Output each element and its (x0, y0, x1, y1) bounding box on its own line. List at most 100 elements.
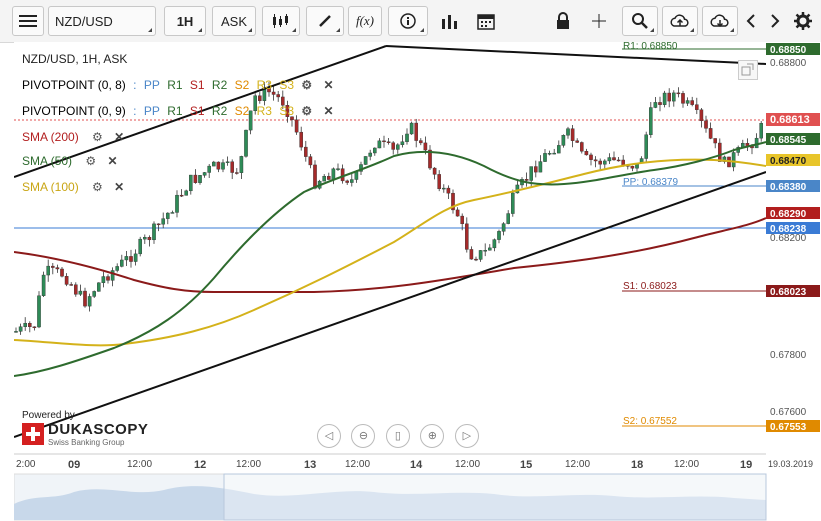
reset-view-button[interactable]: ▯ (385, 424, 410, 448)
crosshair-button[interactable] (584, 6, 614, 36)
zoom-in-button[interactable]: ⊕ (420, 424, 445, 448)
candle-body (327, 176, 331, 180)
sma100-badge (766, 154, 820, 166)
bars-button[interactable] (434, 6, 466, 36)
candle-body (667, 92, 671, 102)
candle-body (41, 274, 46, 296)
candle-body (373, 147, 377, 154)
blue-level-badge (766, 222, 820, 234)
candle-body (101, 276, 106, 284)
time-tick: 12:00 (674, 459, 699, 470)
info-button[interactable] (388, 6, 428, 36)
candle-body (713, 138, 717, 144)
candle-body (368, 152, 373, 157)
candle-body (506, 213, 511, 224)
close-icon[interactable]: ✕ (114, 180, 125, 194)
time-tick: 12 (194, 459, 206, 471)
price-tick: 0.67600 (770, 407, 807, 418)
gear-icon[interactable]: ⚙ (85, 154, 97, 168)
candle-body (211, 161, 216, 167)
time-tick: 12:00 (345, 459, 370, 470)
zoom-out-button[interactable]: ⊖ (351, 424, 376, 448)
sma100-badge-text: 0.68470 (770, 156, 807, 167)
time-tick-date: 19.03.2019 (768, 459, 813, 469)
candle-body (570, 128, 575, 141)
pp-level-label: PP: 0.68379 (623, 177, 678, 188)
candle-body (575, 140, 579, 143)
candle-body (115, 266, 119, 271)
candle-body (18, 326, 23, 332)
sma100-legend: SMA (100) ⚙ ✕ (22, 180, 128, 194)
scroll-left-button[interactable]: ◁ (317, 424, 341, 448)
legend-r1: R1 (167, 104, 183, 118)
scroll-right-button[interactable]: ▷ (454, 424, 479, 448)
candle-body (345, 180, 350, 183)
gear-icon[interactable]: ⚙ (301, 78, 313, 92)
gear-icon[interactable]: ⚙ (301, 104, 313, 118)
candle-body (437, 174, 442, 190)
sma-50-line (14, 141, 767, 377)
candle-body (55, 267, 60, 270)
navigator-window[interactable] (223, 473, 767, 521)
pp-badge (766, 180, 820, 192)
candle-body (322, 176, 327, 182)
expand-icon (741, 63, 754, 76)
r1-badge (766, 43, 820, 55)
triangle-left-icon: ◁ (324, 430, 334, 442)
settings-button[interactable] (790, 6, 816, 36)
menu-button[interactable] (12, 6, 44, 36)
s2-level-label: S2: 0.67552 (623, 416, 677, 427)
candle-body (690, 100, 694, 105)
lock-button[interactable] (548, 6, 578, 36)
r1-level-label: R1: 0.68850 (623, 42, 678, 52)
candle-body (230, 161, 235, 173)
download-button[interactable] (702, 6, 738, 36)
prev-button[interactable] (740, 6, 762, 36)
chart-area[interactable]: R1: 0.68850 PP: 0.68379 S1: 0.68023 S2: … (14, 42, 821, 521)
sma200-legend-label: SMA (200) (22, 130, 79, 144)
close-icon[interactable]: ✕ (323, 78, 334, 92)
candle-body (414, 122, 419, 141)
close-icon[interactable]: ✕ (114, 130, 125, 144)
time-tick: 13 (304, 459, 316, 471)
candle-body (271, 91, 276, 95)
chart-type-button[interactable] (262, 6, 300, 36)
candle-body (442, 187, 446, 190)
zoom-out-icon: ⊖ (358, 430, 369, 442)
chart-nav-controls: ◁ ⊖ ▯ ⊕ ▷ (317, 424, 485, 448)
info-icon (400, 13, 416, 29)
gear-icon[interactable]: ⚙ (92, 130, 103, 144)
candle-body (460, 215, 465, 225)
next-button[interactable] (764, 6, 786, 36)
legend-r2: R2 (211, 104, 228, 118)
candle-body (124, 256, 129, 261)
upload-button[interactable] (662, 6, 698, 36)
close-icon[interactable]: ✕ (323, 104, 334, 118)
indicators-button[interactable]: f(x) (348, 6, 382, 36)
candle-body (239, 156, 244, 173)
candle-body (78, 290, 83, 295)
candle-body (244, 129, 248, 157)
price-tick: 0.67800 (770, 350, 807, 361)
symbol-select[interactable]: NZD/USD (48, 6, 156, 36)
expand-button[interactable] (738, 60, 758, 80)
candle-body (179, 194, 184, 197)
gear-icon[interactable]: ⚙ (92, 180, 103, 194)
time-tick: 18 (631, 459, 643, 471)
side-select[interactable]: ASK (212, 6, 256, 36)
sma50-legend-label: SMA (50) (22, 154, 73, 168)
candle-body (147, 237, 152, 241)
candle-body (304, 146, 308, 157)
draw-tools-button[interactable] (306, 6, 344, 36)
close-icon[interactable]: ✕ (107, 154, 118, 168)
legend-s3: S3 (279, 104, 295, 118)
zoom-button[interactable] (622, 6, 658, 36)
candle-body (695, 104, 699, 110)
calendar-button[interactable] (470, 6, 502, 36)
pp-badge-text: 0.68380 (770, 182, 807, 193)
upper-channel-trendline (14, 45, 387, 178)
candle-body (156, 223, 161, 226)
candle-body (202, 172, 207, 176)
timeframe-select[interactable]: 1H (164, 6, 206, 36)
candle-body (699, 109, 704, 122)
